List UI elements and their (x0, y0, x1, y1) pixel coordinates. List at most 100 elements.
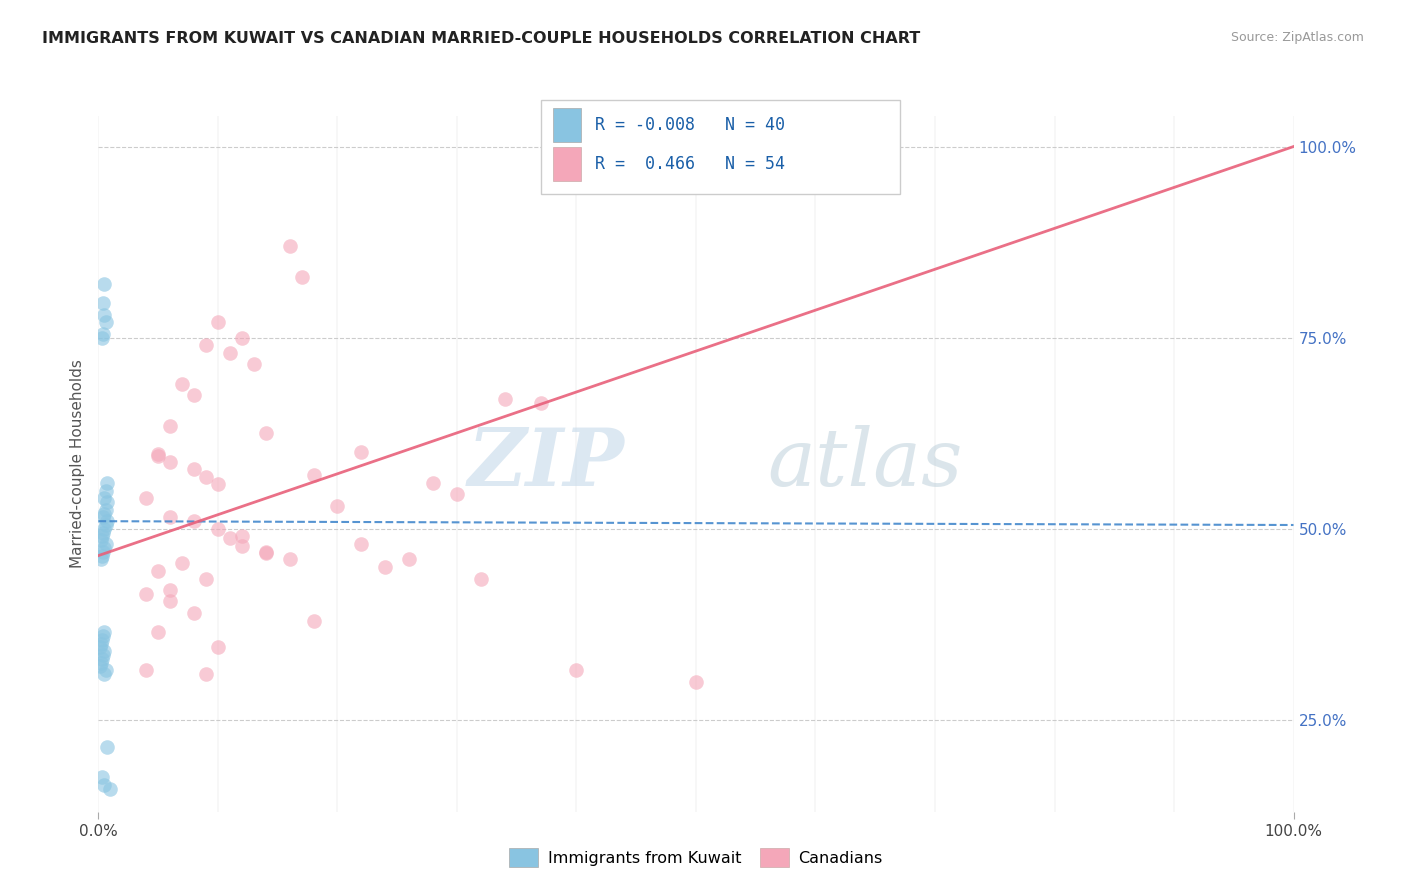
Point (93, 541, 115, 555)
Point (91, 331, 114, 345)
Point (745, 162, 768, 177)
Point (159, 582, 181, 597)
Point (135, 587, 157, 601)
Point (90, 656, 112, 670)
Point (91, 652, 114, 666)
Point (183, 606, 205, 620)
Point (93, 667, 115, 681)
Point (159, 418, 181, 433)
Point (91, 549, 114, 563)
Point (148, 625, 170, 640)
Point (194, 667, 218, 681)
Point (90, 533, 112, 548)
Point (302, 614, 325, 628)
Point (589, 159, 612, 173)
Text: ZIP: ZIP (467, 425, 624, 502)
Point (148, 564, 170, 578)
Point (96, 495, 118, 509)
Point (183, 462, 205, 476)
Point (243, 358, 266, 372)
Point (183, 388, 205, 402)
Text: R = -0.008   N = 40: R = -0.008 N = 40 (595, 116, 785, 134)
Point (494, 392, 516, 406)
Point (231, 539, 253, 553)
Point (565, 663, 588, 677)
Point (91, 529, 114, 543)
Point (93, 491, 115, 506)
Point (254, 546, 277, 560)
Point (90, 636, 112, 650)
Point (194, 338, 218, 352)
Point (93, 625, 115, 640)
Point (91, 632, 114, 647)
Point (98, 781, 122, 796)
Point (91, 545, 114, 559)
Point (231, 331, 253, 345)
Point (91, 770, 114, 784)
Point (148, 449, 170, 463)
Point (93, 644, 115, 658)
Point (96, 739, 118, 754)
Point (159, 510, 181, 524)
Point (148, 447, 170, 461)
Point (470, 572, 492, 586)
Legend: Immigrants from Kuwait, Canadians: Immigrants from Kuwait, Canadians (503, 842, 889, 873)
Point (91, 629, 114, 643)
Point (89, 659, 111, 673)
Point (254, 545, 277, 559)
Point (94, 483, 117, 498)
Point (529, 395, 551, 409)
Point (183, 514, 205, 528)
Point (207, 477, 229, 491)
Point (89, 640, 111, 655)
Point (93, 507, 115, 521)
Point (91, 525, 114, 540)
Point (374, 560, 396, 574)
Point (91, 648, 114, 662)
Point (219, 346, 242, 360)
Point (350, 445, 373, 459)
Point (93, 308, 115, 322)
Point (159, 594, 181, 608)
Point (94, 502, 117, 516)
Text: R =  0.466   N = 54: R = 0.466 N = 54 (595, 155, 785, 173)
Point (446, 487, 468, 501)
Point (94, 315, 117, 329)
Point (254, 426, 277, 441)
Point (93, 522, 115, 536)
Point (94, 518, 117, 533)
Point (135, 663, 157, 677)
Point (93, 778, 115, 792)
Point (94, 537, 117, 551)
Point (96, 475, 118, 490)
Text: Source: ZipAtlas.com: Source: ZipAtlas.com (1230, 31, 1364, 45)
Point (207, 522, 229, 536)
Point (278, 239, 301, 253)
Point (278, 552, 301, 566)
Text: IMMIGRANTS FROM KUWAIT VS CANADIAN MARRIED-COUPLE HOUSEHOLDS CORRELATION CHART: IMMIGRANTS FROM KUWAIT VS CANADIAN MARRI… (42, 31, 921, 46)
Point (231, 529, 253, 543)
Point (172, 556, 194, 570)
Point (172, 376, 194, 391)
Point (91, 510, 114, 524)
Point (291, 269, 314, 284)
Point (350, 537, 373, 551)
Text: atlas: atlas (768, 425, 963, 502)
Point (94, 663, 117, 677)
Y-axis label: Married-couple Households: Married-couple Households (69, 359, 84, 568)
Point (159, 454, 181, 468)
Point (326, 499, 349, 513)
Point (219, 531, 242, 545)
Point (194, 572, 218, 586)
Point (135, 491, 157, 506)
Point (422, 475, 444, 490)
Point (194, 470, 218, 484)
Point (398, 552, 420, 566)
Point (93, 277, 115, 292)
Point (91, 296, 114, 310)
Point (207, 640, 229, 655)
Point (96, 514, 118, 528)
Point (90, 552, 112, 566)
Point (302, 468, 325, 483)
Point (91, 326, 114, 341)
